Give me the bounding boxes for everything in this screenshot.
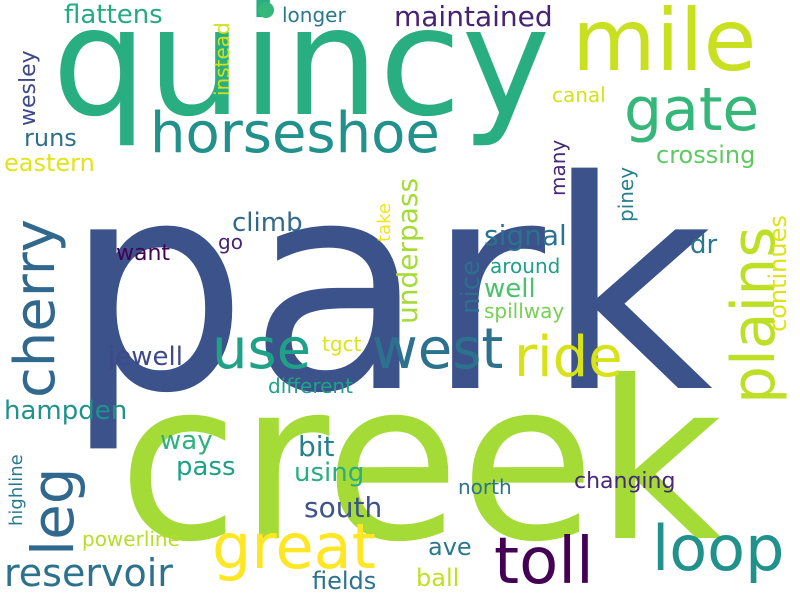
word-north: north bbox=[458, 475, 512, 499]
word-cherry: cherry bbox=[3, 219, 68, 398]
word-creek: creek bbox=[118, 334, 723, 590]
word-jewell: jewell bbox=[108, 342, 183, 372]
word-go: go bbox=[218, 230, 243, 254]
word-climb: climb bbox=[232, 208, 303, 238]
word-hampden: hampden bbox=[4, 396, 128, 426]
word-signal: signal bbox=[484, 219, 567, 252]
word-fields: fields bbox=[312, 567, 377, 595]
word-park: park bbox=[64, 120, 713, 457]
word-dr: dr bbox=[690, 230, 718, 260]
word-flattens: flattens bbox=[64, 0, 163, 30]
word-instead: instead bbox=[210, 22, 234, 96]
word-piney: piney bbox=[614, 166, 638, 222]
word-powerline: powerline bbox=[82, 527, 180, 551]
word-well: well bbox=[484, 274, 536, 304]
word-highline: highline bbox=[6, 454, 27, 526]
word-spillway: spillway bbox=[484, 299, 565, 323]
word-ave: ave bbox=[428, 533, 472, 561]
word-way: way bbox=[160, 426, 213, 456]
word-loop: loop bbox=[652, 512, 785, 585]
word-ball: ball bbox=[416, 564, 460, 592]
word-horseshoe: horseshoe bbox=[150, 101, 440, 166]
word-west: west bbox=[372, 317, 504, 382]
word-using: using bbox=[294, 458, 365, 488]
word-underpass: underpass bbox=[391, 177, 424, 324]
word-around: around bbox=[490, 254, 561, 278]
word-leg: leg bbox=[19, 467, 87, 556]
dot-mark bbox=[258, 2, 274, 18]
word-nice: nice bbox=[456, 260, 486, 314]
word-toll: toll bbox=[494, 525, 594, 599]
word-quincy: quincy bbox=[52, 0, 551, 150]
word-changing: changing bbox=[574, 469, 676, 494]
word-wesley: wesley bbox=[16, 50, 41, 126]
word-tgct: tgct bbox=[322, 332, 362, 356]
word-use: use bbox=[212, 317, 312, 382]
word-great: great bbox=[212, 510, 376, 583]
word-crossing: crossing bbox=[656, 141, 756, 169]
word-runs: runs bbox=[24, 124, 77, 152]
word-ride: ride bbox=[514, 325, 623, 390]
word-gate: gate bbox=[624, 75, 760, 145]
word-different: different bbox=[268, 374, 353, 398]
word-south: south bbox=[304, 491, 383, 524]
word-maintained: maintained bbox=[394, 0, 553, 33]
word-bit: bit bbox=[298, 430, 335, 463]
word-continues: continues bbox=[764, 215, 792, 332]
word-reservoir: reservoir bbox=[4, 551, 173, 595]
word-mile: mile bbox=[572, 0, 757, 91]
word-canal: canal bbox=[552, 83, 606, 107]
word-longer: longer bbox=[282, 3, 346, 27]
word-eastern: eastern bbox=[4, 149, 95, 177]
word-pass: pass bbox=[176, 452, 236, 482]
word-many: many bbox=[546, 139, 570, 196]
word-want: want bbox=[116, 241, 171, 266]
